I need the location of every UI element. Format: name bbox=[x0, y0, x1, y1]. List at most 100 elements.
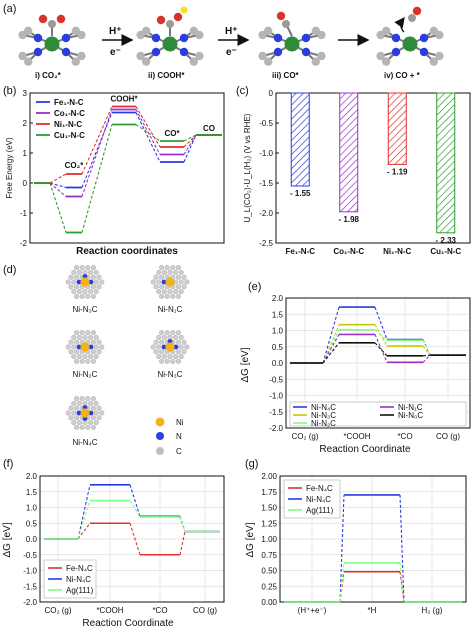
carbon-atom bbox=[18, 51, 27, 61]
carbon-atom bbox=[88, 269, 94, 275]
structure-stage-4 bbox=[376, 6, 444, 66]
nitrogen-atom bbox=[301, 47, 311, 57]
carbon-atom bbox=[184, 344, 190, 350]
chart-g-ytick-label: 0.25 bbox=[261, 582, 277, 591]
carbon-atom bbox=[65, 279, 71, 285]
carbon-atom bbox=[68, 274, 74, 280]
carbon-atom bbox=[74, 396, 80, 402]
carbon-atom bbox=[85, 293, 91, 299]
chart-b-ytick-label: -1 bbox=[20, 209, 28, 218]
carbon-atom bbox=[170, 265, 176, 271]
chart-b-ytick-label: 0 bbox=[23, 179, 28, 188]
nitrogen-atom bbox=[33, 33, 43, 43]
carbon-atom bbox=[317, 51, 326, 61]
chart-g-ylabel: ΔG [eV] bbox=[245, 522, 256, 557]
carbon-atom bbox=[74, 405, 80, 411]
carbon-atom bbox=[311, 26, 320, 35]
carbon-atom bbox=[164, 293, 170, 299]
carbon-atom bbox=[88, 420, 94, 426]
nitrogen-atom bbox=[179, 47, 189, 57]
chart-b-legend-label: Co₁-N-C bbox=[54, 109, 85, 118]
chart-g-frame bbox=[279, 475, 467, 603]
lattice-structure-2 bbox=[150, 265, 190, 299]
carbon-atom bbox=[93, 279, 99, 285]
nitrogen-atom bbox=[273, 47, 283, 57]
chart-b-step-label: COOH* bbox=[110, 95, 138, 104]
chart-g-ytick-label: 1.00 bbox=[261, 535, 277, 544]
carbon-atom bbox=[156, 269, 162, 275]
carbon-atom bbox=[175, 284, 181, 290]
carbon-atom bbox=[85, 330, 91, 336]
chart-b-connector bbox=[81, 109, 113, 197]
chart-c-value-label: - 1.19 bbox=[387, 167, 408, 176]
chart-e-connector bbox=[374, 334, 388, 363]
carbon-atom bbox=[82, 420, 88, 426]
chart-e-ylabel: ΔG [eV] bbox=[240, 347, 251, 382]
chart-f-connector bbox=[77, 484, 91, 540]
stage-label-2: ii) COOH* bbox=[148, 71, 185, 80]
carbon-atom bbox=[142, 26, 151, 35]
carbon-atom bbox=[90, 265, 96, 271]
chart-g-category-label: H₂ (g) bbox=[422, 606, 443, 615]
carbon-atom bbox=[175, 274, 181, 280]
nitrogen-atom bbox=[419, 47, 429, 57]
oxygen-atom bbox=[156, 15, 166, 25]
carbon-atom bbox=[153, 339, 159, 345]
chart-e-connector bbox=[422, 354, 431, 363]
chart-b-ylabel: Free Energy (eV) bbox=[5, 137, 14, 199]
nitrogen-atom bbox=[76, 410, 82, 416]
carbon-atom bbox=[90, 358, 96, 364]
chart-e-ytick-label: 1.5 bbox=[272, 310, 284, 319]
nitrogen-atom bbox=[301, 33, 311, 43]
chart-c-bar bbox=[436, 92, 456, 234]
carbon-atom bbox=[93, 354, 99, 360]
chart-c-ytick-label: -0.5 bbox=[259, 119, 273, 128]
carbon-atom bbox=[429, 26, 438, 35]
chart-e-series-4 bbox=[290, 333, 466, 364]
chart-c-ytick-label: -2.0 bbox=[259, 209, 273, 218]
nitrogen-atom bbox=[173, 344, 179, 350]
carbon-atom bbox=[65, 344, 71, 350]
carbon-atom bbox=[178, 269, 184, 275]
chart-e-xlabel: Reaction Coordinate bbox=[319, 444, 411, 455]
chart-f-category-label: *CO bbox=[152, 606, 167, 615]
carbon-atom bbox=[164, 358, 170, 364]
carbon-atom bbox=[159, 265, 165, 271]
carbon-atom bbox=[93, 410, 99, 416]
chart-f-connector bbox=[77, 500, 91, 540]
structure-label-5: Ni-N₄C bbox=[72, 438, 97, 447]
carbon-atom bbox=[93, 400, 99, 406]
carbon-atom bbox=[189, 57, 198, 66]
chart-e-ytick-label: 0.0 bbox=[272, 359, 284, 368]
chart-f-legend: Fe-N₄C Ni-N₄C Ag(111) bbox=[43, 559, 97, 599]
carbon-atom bbox=[71, 400, 77, 406]
panel-label-a: (a) bbox=[3, 3, 16, 15]
carbon-atom bbox=[96, 405, 102, 411]
chart-e-ytick-label: -1.5 bbox=[269, 408, 283, 417]
chart-g-connector bbox=[339, 494, 345, 603]
chart-b-ytick-label: 2 bbox=[23, 119, 28, 128]
oxygen-atom bbox=[56, 14, 66, 24]
carbon-atom bbox=[264, 57, 273, 66]
carbon-atom bbox=[90, 415, 96, 421]
nickel-atom bbox=[80, 408, 90, 418]
carbon-atom bbox=[178, 334, 184, 340]
carbon-atom bbox=[99, 279, 105, 285]
carbon-atom bbox=[161, 354, 167, 360]
carbon-atom bbox=[74, 330, 80, 336]
structure-label-2: Ni-N₁C bbox=[158, 305, 183, 314]
chart-g-category-label: *H bbox=[368, 606, 377, 615]
carbon-atom bbox=[79, 330, 85, 336]
chart-e-legend-label: Ni-N₀C bbox=[398, 411, 423, 420]
chart-f-ytick-label: -1.5 bbox=[23, 582, 37, 591]
chart-g-series-3 bbox=[284, 562, 462, 603]
chart-b-connector bbox=[135, 106, 161, 148]
carbon-atom bbox=[159, 339, 165, 345]
chart-c-category-label: Cu₁-N-C bbox=[430, 247, 461, 256]
nitrogen-atom bbox=[88, 410, 94, 416]
chart-b-connector bbox=[49, 182, 67, 197]
arrow-2-bottom: e⁻ bbox=[226, 47, 237, 58]
chart-g-ytick-label: 1.25 bbox=[261, 519, 277, 528]
carbon-atom bbox=[93, 334, 99, 340]
chart-b-legend-label: Fe₁-N-C bbox=[54, 98, 84, 107]
